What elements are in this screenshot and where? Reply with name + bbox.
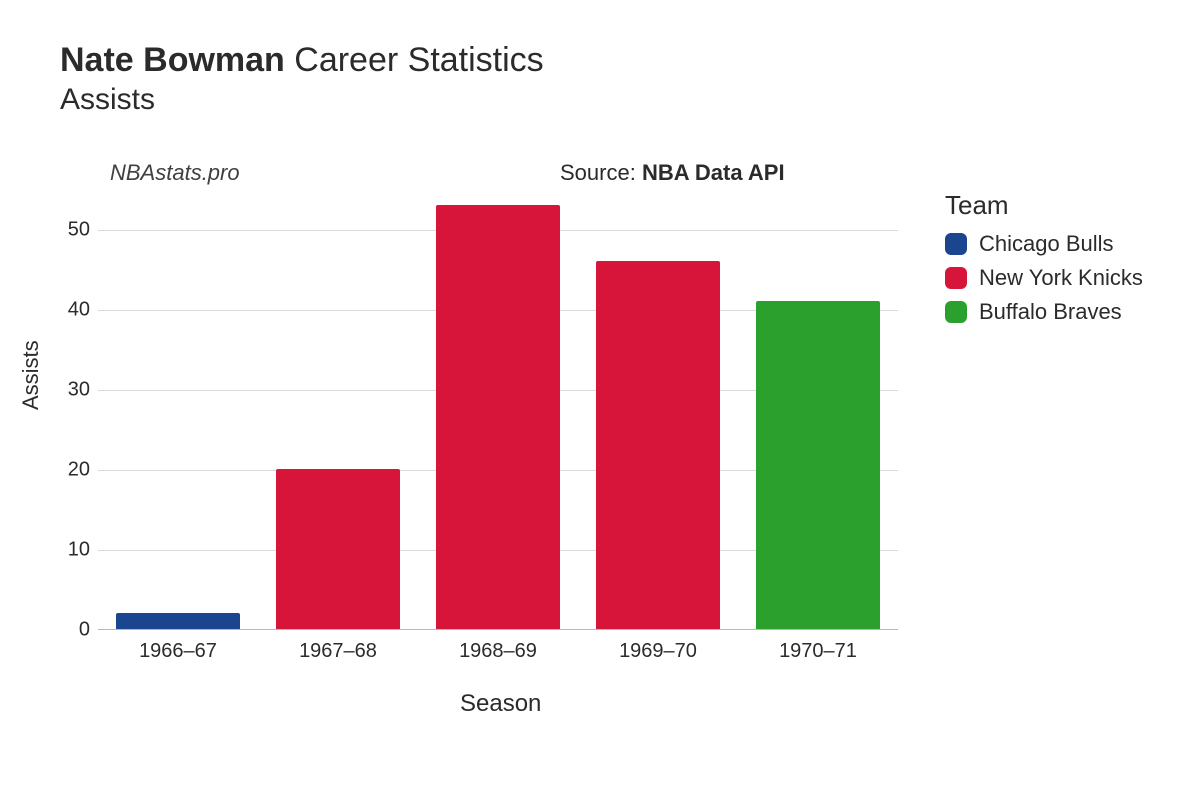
source-attribution: Source: NBA Data API <box>560 160 785 186</box>
legend-item: Chicago Bulls <box>945 231 1143 257</box>
legend-swatch <box>945 233 967 255</box>
y-tick-label: 0 <box>50 619 90 642</box>
bar <box>116 613 241 629</box>
plot-area <box>98 190 898 630</box>
y-axis-label: Assists <box>18 340 44 410</box>
legend-label: New York Knicks <box>979 265 1143 291</box>
bar <box>756 301 881 629</box>
x-tick-label: 1966–67 <box>139 640 217 663</box>
legend-item: New York Knicks <box>945 265 1143 291</box>
x-tick-label: 1967–68 <box>299 640 377 663</box>
y-tick-label: 10 <box>50 539 90 562</box>
watermark: NBAstats.pro <box>110 160 240 186</box>
x-tick-label: 1970–71 <box>779 640 857 663</box>
y-tick-label: 30 <box>50 379 90 402</box>
x-tick-label: 1968–69 <box>459 640 537 663</box>
title-suffix: Career Statistics <box>285 41 544 79</box>
legend-label: Chicago Bulls <box>979 231 1114 257</box>
y-tick-label: 50 <box>50 219 90 242</box>
bar <box>436 205 561 629</box>
chart-title: Nate Bowman Career Statistics <box>60 40 544 81</box>
bar <box>596 261 721 629</box>
legend-item: Buffalo Braves <box>945 299 1143 325</box>
x-axis-label: Season <box>460 690 541 718</box>
chart-subtitle: Assists <box>60 83 544 117</box>
player-name: Nate Bowman <box>60 41 285 79</box>
legend-swatch <box>945 301 967 323</box>
bar <box>276 469 401 629</box>
legend-items: Chicago Bulls New York Knicks Buffalo Brav… <box>945 231 1143 325</box>
legend-title: Team <box>945 190 1143 221</box>
source-prefix: Source: <box>560 160 642 185</box>
source-name: NBA Data API <box>642 160 785 185</box>
legend-label: Buffalo Braves <box>979 299 1122 325</box>
y-axis: 01020304050 <box>58 190 98 630</box>
y-tick-label: 20 <box>50 459 90 482</box>
y-tick-label: 40 <box>50 299 90 322</box>
legend: Team Chicago Bulls New York Knicks Buffalo… <box>945 190 1143 333</box>
legend-swatch <box>945 267 967 289</box>
x-tick-label: 1969–70 <box>619 640 697 663</box>
chart-title-block: Nate Bowman Career Statistics Assists <box>60 40 544 117</box>
